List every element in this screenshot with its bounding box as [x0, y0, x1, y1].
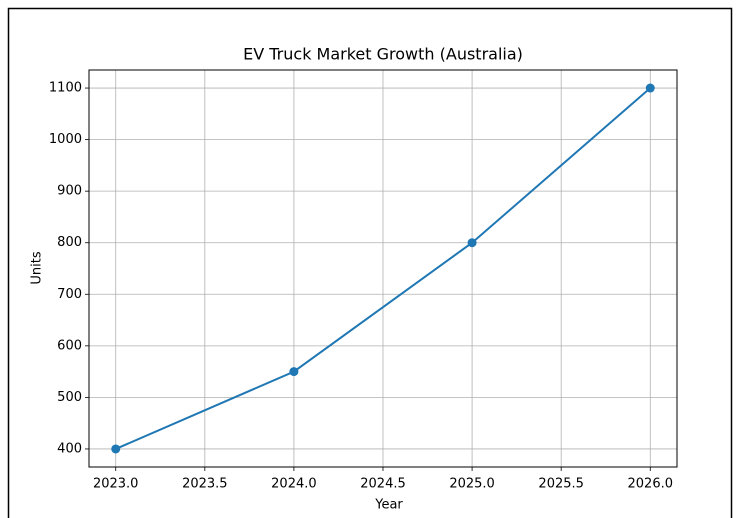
x-tick-label: 2023.0: [93, 477, 139, 492]
frame: [7, 7, 733, 518]
x-tick-label: 2024.5: [360, 477, 406, 492]
y-tick-label: 500: [57, 390, 82, 405]
x-tick-label: 2024.0: [271, 477, 317, 492]
x-axis-label: Year: [374, 498, 403, 513]
y-tick-label: 900: [57, 184, 82, 199]
x-tick-label: 2026.0: [628, 477, 674, 492]
y-tick-label: 400: [57, 441, 82, 456]
point: [645, 83, 655, 93]
y-tick-label: 800: [57, 235, 82, 250]
plot-area: [88, 69, 678, 468]
x-tick-label: 2025.5: [538, 477, 584, 492]
chart-title: EV Truck Market Growth (Australia): [243, 45, 523, 64]
y-tick-label: 1100: [49, 81, 82, 96]
point: [467, 238, 477, 248]
x-tick-label: 2023.5: [182, 477, 228, 492]
y-tick-label: 600: [57, 338, 82, 353]
y-tick-label: 1000: [49, 132, 82, 147]
point: [289, 367, 299, 377]
y-axis-label: Units: [30, 251, 45, 284]
y-tick-label: 700: [57, 287, 82, 302]
x-tick-label: 2025.0: [449, 477, 495, 492]
point: [111, 444, 121, 454]
line: [115, 87, 651, 450]
